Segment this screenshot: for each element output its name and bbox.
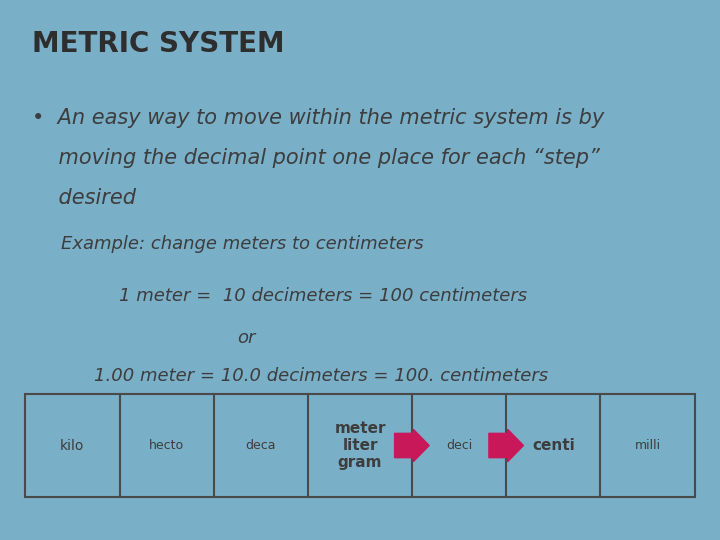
Text: •  An easy way to move within the metric system is by: • An easy way to move within the metric … [32, 108, 605, 128]
Text: 1 meter =  10 decimeters = 100 centimeters: 1 meter = 10 decimeters = 100 centimeter… [119, 287, 527, 305]
Bar [25, 394, 695, 497]
Text: meter
liter
gram: meter liter gram [334, 421, 386, 470]
Text: desired: desired [32, 188, 136, 208]
Text: Example: change meters to centimeters: Example: change meters to centimeters [61, 235, 424, 253]
Text: moving the decimal point one place for each “step”: moving the decimal point one place for e… [32, 148, 600, 168]
Text: centi: centi [532, 438, 575, 453]
Text: kilo: kilo [60, 438, 84, 453]
Text: or: or [238, 329, 256, 347]
Text: deca: deca [246, 439, 276, 452]
FancyArrow shape [489, 429, 523, 462]
Text: 1.00 meter = 10.0 decimeters = 100. centimeters: 1.00 meter = 10.0 decimeters = 100. cent… [94, 367, 548, 385]
FancyArrow shape [395, 429, 429, 462]
Text: milli: milli [634, 439, 661, 452]
Text: METRIC SYSTEM: METRIC SYSTEM [32, 30, 285, 58]
Text: hecto: hecto [149, 439, 184, 452]
Text: deci: deci [446, 439, 472, 452]
